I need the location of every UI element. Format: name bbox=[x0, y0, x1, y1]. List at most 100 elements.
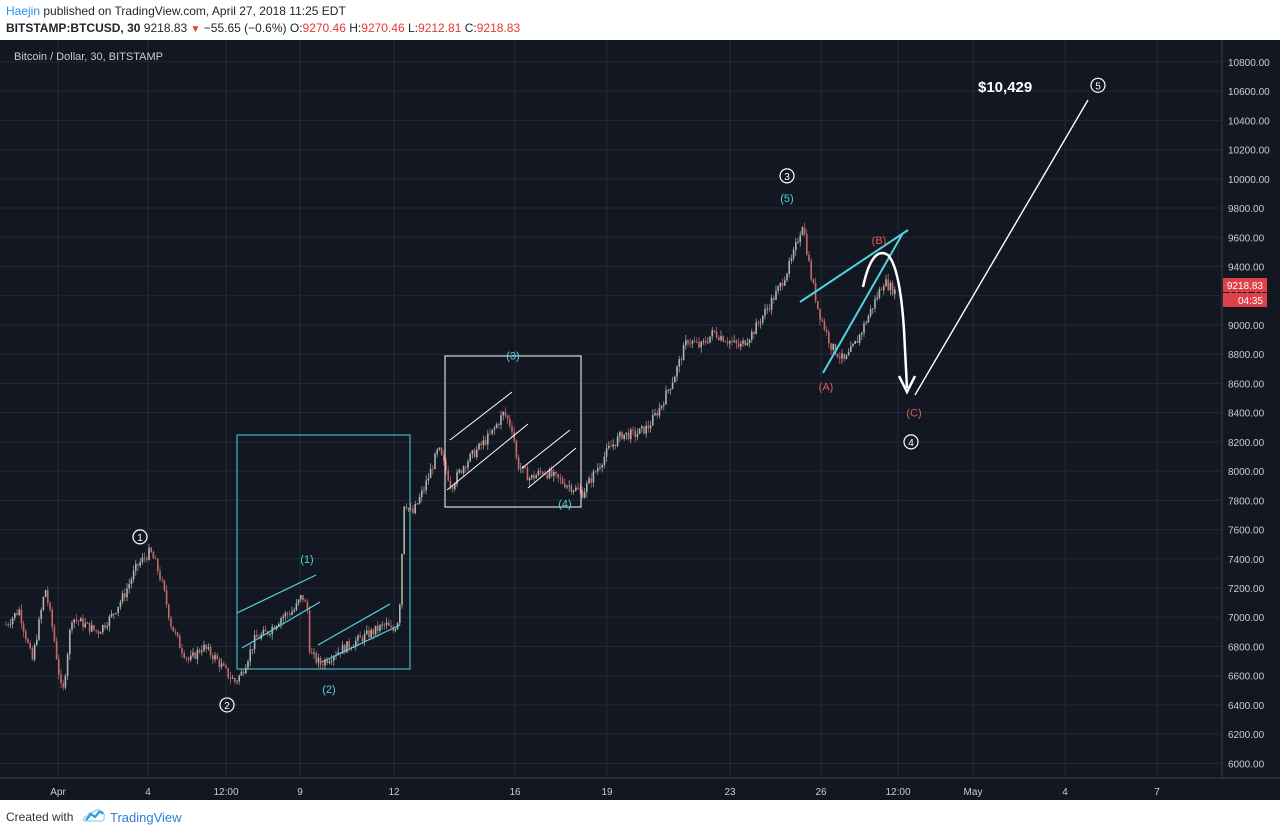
channel-line bbox=[527, 447, 577, 489]
candle-body bbox=[482, 440, 485, 446]
created-with-text: Created with bbox=[6, 810, 74, 824]
candle-body bbox=[777, 286, 779, 291]
time-axis[interactable]: Apr 4 12:00 9 12 16 19 23 26 12:00 May 4 7 bbox=[50, 787, 1160, 798]
candle-body bbox=[790, 258, 793, 261]
candle-body bbox=[51, 609, 53, 627]
candle-body bbox=[291, 611, 293, 615]
candle-body bbox=[502, 411, 504, 416]
candle-body bbox=[205, 644, 207, 649]
candle-body bbox=[280, 618, 282, 624]
candle-body bbox=[302, 595, 304, 600]
candle-body bbox=[394, 629, 397, 631]
candle-body bbox=[407, 508, 410, 509]
candle-body bbox=[825, 329, 828, 332]
candle-body bbox=[399, 604, 401, 624]
candle-body bbox=[236, 681, 238, 683]
last-price-tag-bg bbox=[1223, 278, 1267, 292]
candle-body bbox=[328, 661, 331, 663]
candle-body bbox=[715, 331, 718, 338]
candle-body bbox=[546, 474, 548, 479]
candle-body bbox=[102, 624, 104, 633]
candle-body bbox=[366, 630, 368, 634]
candle-body bbox=[757, 322, 760, 324]
candle-body bbox=[220, 663, 223, 667]
candle-body bbox=[273, 626, 276, 629]
candle-body bbox=[623, 434, 625, 439]
candle-body bbox=[643, 426, 645, 434]
time-tick-label: 4 bbox=[1062, 787, 1068, 798]
candle-body bbox=[401, 553, 403, 605]
candle-body bbox=[256, 635, 258, 638]
candle-body bbox=[539, 471, 542, 473]
candle-body bbox=[454, 484, 456, 489]
author-link[interactable]: Haejin bbox=[6, 4, 41, 18]
candle-body bbox=[333, 656, 335, 661]
candle-body bbox=[707, 342, 709, 344]
price-tick-label: 8000.00 bbox=[1228, 467, 1265, 478]
chart-area[interactable]: 1 2 3 4 5 (1) (2) (3) (4) (5) (A) (B) (C) 6000.00 620… bbox=[0, 40, 1280, 800]
candle-body bbox=[357, 635, 359, 641]
last-price: 9218.83 bbox=[143, 21, 188, 35]
candle-body bbox=[25, 631, 27, 640]
candle-body bbox=[630, 429, 632, 440]
candle-body bbox=[614, 444, 617, 447]
candle-body bbox=[313, 652, 315, 654]
candle-body bbox=[326, 659, 328, 663]
candle-body bbox=[315, 652, 317, 663]
candle-body bbox=[381, 624, 383, 626]
candle-body bbox=[856, 340, 859, 343]
candle-body bbox=[390, 625, 392, 628]
candle-body bbox=[535, 475, 537, 479]
candle-body bbox=[370, 629, 372, 638]
candle-body bbox=[883, 286, 885, 291]
candle-body bbox=[876, 297, 878, 300]
candle-body bbox=[709, 336, 711, 343]
tradingview-cloud-icon[interactable] bbox=[82, 807, 106, 826]
candle-body bbox=[491, 429, 493, 434]
time-tick-label: 7 bbox=[1154, 787, 1160, 798]
candle-body bbox=[379, 625, 381, 632]
price-tick-label: 9400.00 bbox=[1228, 263, 1265, 274]
candle-body bbox=[704, 340, 707, 343]
candle-body bbox=[179, 636, 181, 649]
candle-body bbox=[64, 675, 67, 688]
time-tick-label: 12 bbox=[388, 787, 400, 798]
candle-body bbox=[548, 469, 551, 479]
candle-body bbox=[724, 341, 727, 343]
candle-body bbox=[163, 580, 166, 591]
candle-body bbox=[295, 603, 298, 611]
candle-body bbox=[740, 343, 742, 347]
channel-line bbox=[241, 601, 321, 649]
candle-body bbox=[110, 613, 113, 617]
candle-body bbox=[616, 436, 619, 447]
candle-body bbox=[700, 341, 702, 348]
candle-body bbox=[680, 359, 683, 361]
tradingview-link[interactable]: TradingView bbox=[110, 810, 182, 825]
time-tick-label: 23 bbox=[724, 787, 736, 798]
price-tick-label: 6200.00 bbox=[1228, 730, 1265, 741]
candle-body bbox=[498, 424, 500, 425]
candle-body bbox=[693, 341, 696, 342]
candle-body bbox=[495, 424, 498, 428]
candle-body bbox=[678, 359, 680, 367]
candle-body bbox=[863, 323, 865, 333]
candle-body bbox=[533, 474, 535, 479]
channel-line bbox=[446, 423, 529, 491]
candle-body bbox=[240, 671, 243, 676]
candle-body bbox=[269, 634, 271, 636]
candle-body bbox=[493, 427, 496, 430]
candle-body bbox=[264, 629, 267, 632]
candle-body bbox=[106, 626, 108, 628]
candle-body bbox=[278, 623, 280, 626]
candle-body bbox=[788, 260, 790, 274]
candle-body bbox=[388, 622, 390, 626]
candle-body bbox=[231, 677, 234, 679]
candle-body bbox=[473, 450, 476, 458]
candle-body bbox=[542, 472, 544, 475]
candle-body bbox=[656, 413, 658, 416]
open-value: 9270.46 bbox=[302, 21, 346, 35]
channel-line bbox=[236, 574, 317, 614]
candle-body bbox=[489, 433, 491, 435]
projection-path bbox=[861, 252, 909, 389]
